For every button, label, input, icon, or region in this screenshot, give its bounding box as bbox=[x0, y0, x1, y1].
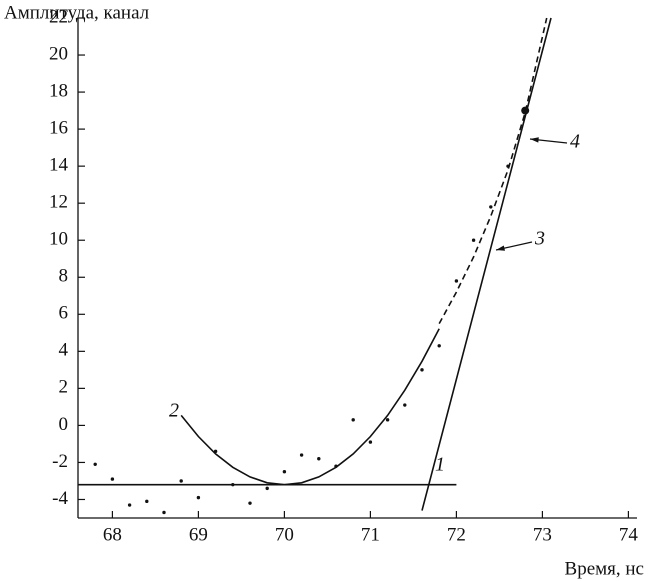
y-tick-label: 8 bbox=[59, 266, 69, 287]
y-tick-label: 16 bbox=[49, 117, 68, 138]
data-point bbox=[162, 510, 166, 515]
data-point bbox=[110, 477, 115, 481]
y-tick-label: 4 bbox=[59, 340, 69, 361]
data-point bbox=[420, 368, 424, 372]
x-tick-label: 69 bbox=[189, 524, 208, 545]
arrow-head bbox=[530, 137, 539, 143]
y-tick-label: -4 bbox=[52, 488, 68, 509]
y-tick-label: 18 bbox=[49, 80, 68, 101]
x-tick-label: 74 bbox=[619, 524, 639, 545]
data-point bbox=[437, 344, 441, 348]
curve bbox=[421, 17, 552, 511]
data-point bbox=[265, 486, 269, 491]
y-axis-title: Амплитуда, канал bbox=[4, 2, 150, 23]
annotation: 1 bbox=[435, 454, 445, 476]
x-axis-title: Время, нс bbox=[565, 558, 644, 579]
curve bbox=[438, 17, 548, 324]
data-point bbox=[196, 495, 201, 500]
data-point bbox=[248, 501, 252, 505]
y-tick-label: 0 bbox=[59, 414, 69, 435]
y-tick-label: 20 bbox=[49, 43, 68, 64]
data-point bbox=[93, 462, 97, 466]
data-point bbox=[489, 205, 493, 209]
y-tick-label: 12 bbox=[49, 192, 68, 213]
data-point bbox=[127, 503, 132, 507]
data-point bbox=[317, 457, 321, 461]
data-point bbox=[145, 499, 149, 504]
x-tick-label: 71 bbox=[361, 524, 380, 545]
arrow-head bbox=[496, 245, 505, 251]
data-point bbox=[299, 453, 304, 457]
data-point bbox=[521, 106, 530, 115]
data-point bbox=[368, 440, 373, 444]
annotation: 2 bbox=[169, 400, 179, 422]
x-tick-label: 72 bbox=[447, 524, 466, 545]
y-tick-label: 14 bbox=[49, 155, 69, 176]
annotation: 4 bbox=[570, 131, 580, 153]
data-point bbox=[179, 479, 183, 483]
y-tick-label: -2 bbox=[52, 451, 68, 472]
data-point bbox=[471, 238, 476, 242]
x-tick-label: 73 bbox=[533, 524, 552, 545]
y-tick-label: 10 bbox=[49, 229, 68, 250]
y-tick-label: 2 bbox=[59, 377, 69, 398]
y-tick-label: 6 bbox=[59, 303, 69, 324]
curve bbox=[180, 328, 440, 486]
data-point bbox=[282, 470, 287, 474]
y-tick-label: 22 bbox=[49, 6, 68, 27]
x-tick-label: 70 bbox=[275, 524, 294, 545]
data-point bbox=[454, 279, 459, 283]
data-point bbox=[403, 403, 407, 407]
annotation: 3 bbox=[534, 228, 545, 250]
data-point bbox=[351, 418, 355, 422]
x-tick-label: 68 bbox=[103, 524, 122, 545]
data-point bbox=[385, 418, 390, 422]
